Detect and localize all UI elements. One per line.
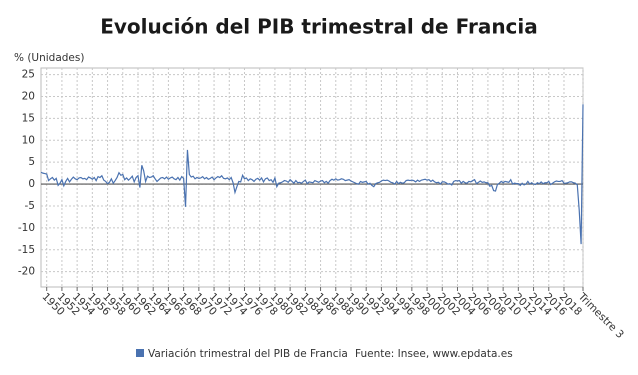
- y-tick-label: 10: [22, 134, 35, 146]
- y-tick-label: 20: [22, 90, 35, 102]
- y-tick-label: 5: [28, 156, 35, 168]
- x-tick-label: Trimestre 3: [575, 290, 626, 341]
- chart-title: Evolución del PIB trimestral de Francia: [100, 15, 538, 39]
- y-axis-label: % (Unidades): [14, 52, 84, 64]
- y-tick-label: 0: [28, 178, 35, 190]
- legend-label: Variación trimestral del PIB de Francia: [148, 348, 348, 360]
- y-tick-label: -5: [25, 200, 35, 212]
- y-tick-label: 25: [22, 69, 35, 81]
- data-line: [40, 104, 584, 245]
- y-tick-label: -15: [18, 244, 35, 256]
- legend-swatch: [136, 349, 144, 357]
- source: Fuente: Insee, www.epdata.es: [355, 348, 513, 360]
- y-tick-label: 15: [22, 112, 35, 124]
- y-tick-label: -10: [18, 222, 35, 234]
- y-tick-label: -20: [18, 266, 35, 278]
